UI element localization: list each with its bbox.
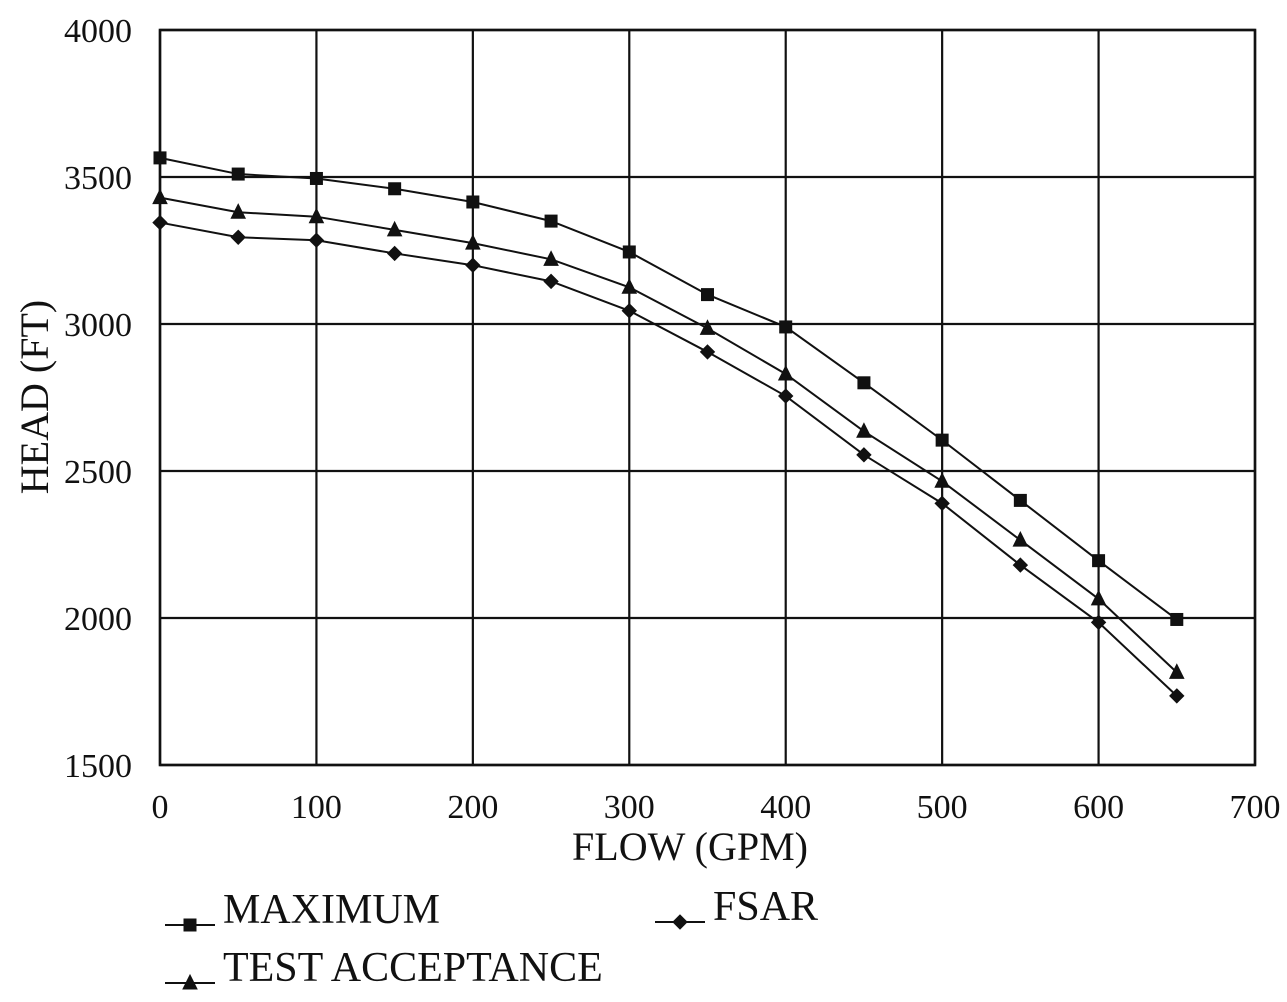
data-point (701, 288, 714, 302)
data-point (386, 220, 403, 237)
legend-label: TEST ACCEPTANCE (223, 945, 603, 991)
series-fsar (152, 214, 1185, 704)
data-point (621, 303, 637, 319)
data-point (1090, 614, 1107, 631)
data-point (543, 273, 559, 290)
x-tick-label: 300 (604, 789, 655, 826)
y-axis-ticks: 1500 2000 2500 3000 3500 4000 (64, 13, 132, 785)
y-tick-label: 2500 (64, 454, 132, 491)
data-point (621, 278, 638, 294)
data-point (1090, 589, 1107, 606)
data-point (543, 250, 559, 266)
data-point (779, 320, 793, 334)
y-tick-label: 3000 (64, 307, 132, 344)
x-tick-label: 600 (1073, 789, 1124, 826)
series-maximum (153, 151, 1184, 626)
series-line (159, 196, 1178, 674)
data-point (466, 195, 480, 209)
legend: MAXIMUM FSAR TEST ACCEPTANCE (165, 884, 818, 991)
x-tick-label: 500 (917, 789, 968, 826)
data-point (230, 229, 246, 245)
x-tick-label: 100 (291, 789, 342, 826)
data-point (934, 495, 950, 512)
data-point (465, 234, 481, 250)
series-line (159, 156, 1178, 621)
legend-item-test-acceptance: TEST ACCEPTANCE (165, 945, 603, 991)
data-point (857, 376, 871, 390)
legend-item-maximum: MAXIMUM (165, 887, 440, 933)
y-tick-label: 2000 (64, 601, 132, 638)
data-point (153, 151, 167, 165)
data-point (388, 182, 402, 196)
y-axis-title: HEAD (FT) (12, 300, 57, 494)
data-point (856, 422, 872, 438)
data-point (465, 257, 481, 273)
y-tick-label: 4000 (64, 13, 132, 50)
legend-marker (182, 973, 198, 990)
data-point (1013, 493, 1027, 507)
data-point (856, 447, 872, 463)
data-point (622, 245, 636, 259)
series-test-acceptance (152, 188, 1185, 679)
data-point (1092, 554, 1106, 568)
legend-item-fsar: FSAR (655, 884, 818, 930)
legend-label: MAXIMUM (223, 887, 440, 933)
x-tick-label: 200 (447, 789, 498, 826)
data-point (308, 207, 325, 224)
y-tick-label: 3500 (64, 160, 132, 197)
plot-border (158, 28, 1257, 767)
plot-frame (158, 28, 1257, 767)
data-point (1170, 612, 1184, 626)
data-point (1012, 530, 1029, 547)
series (152, 151, 1185, 704)
x-tick-label: 400 (760, 789, 811, 826)
data-point (386, 245, 403, 262)
legend-label: FSAR (713, 884, 818, 930)
series-line (159, 221, 1178, 697)
data-point (935, 433, 949, 447)
legend-marker (672, 914, 688, 930)
x-axis-title: FLOW (GPM) (572, 824, 808, 869)
data-point (152, 214, 168, 231)
data-point (231, 167, 245, 181)
data-point (152, 188, 168, 205)
data-point (308, 232, 325, 248)
data-point (699, 344, 716, 360)
data-point (309, 171, 323, 185)
data-point (230, 203, 247, 219)
grid (158, 28, 1257, 767)
data-point (777, 364, 794, 381)
data-point (1168, 663, 1185, 679)
data-point (934, 472, 950, 488)
x-tick-label: 700 (1230, 789, 1281, 826)
x-axis-ticks: 0 100 200 300 400 500 600 700 (152, 789, 1281, 826)
data-point (544, 214, 558, 228)
data-point (699, 319, 716, 335)
y-tick-label: 1500 (64, 748, 132, 785)
legend-marker (183, 918, 197, 932)
data-point (778, 388, 794, 404)
data-point (1169, 688, 1185, 704)
data-point (1012, 557, 1029, 573)
x-tick-label: 0 (152, 789, 169, 826)
